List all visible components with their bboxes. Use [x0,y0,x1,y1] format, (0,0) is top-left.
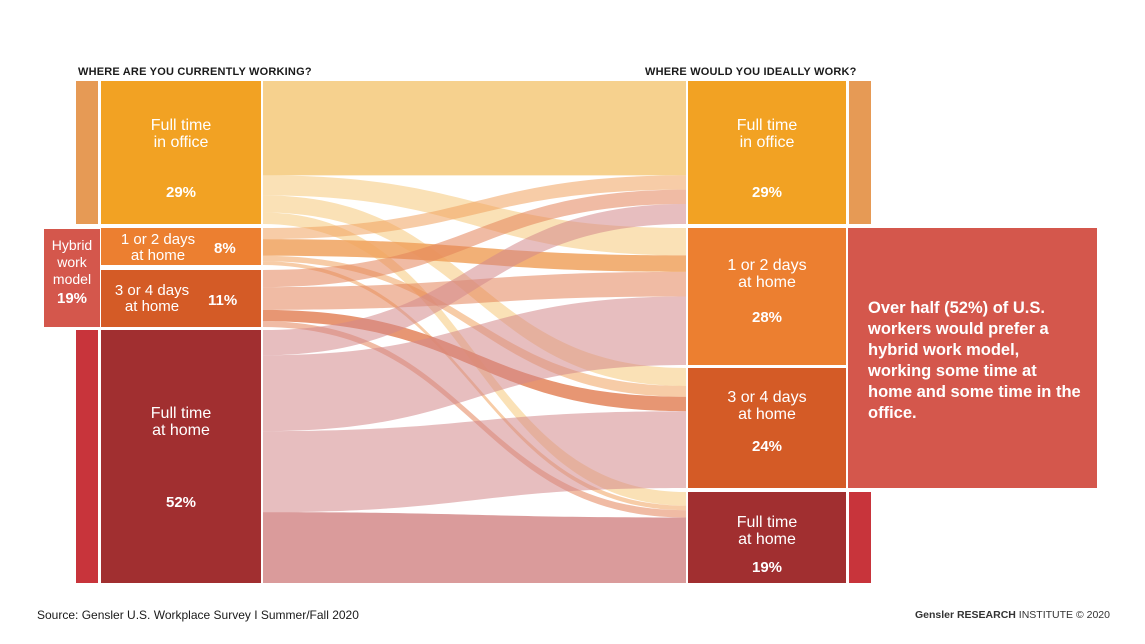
right-node-office-label: Full time in office [736,117,798,151]
flow-layer [263,81,686,583]
left-heading: WHERE ARE YOU CURRENTLY WORKING? [78,66,312,78]
left-node-home: Full time at home 52% [101,330,261,583]
right-node-home-label: Full time at home [736,514,798,548]
right-node-12days-value: 28% [751,309,783,326]
left-node-12days-value: 8% [214,240,236,257]
source-note: Source: Gensler U.S. Workplace Survey I … [37,608,359,622]
flow-1-1 [263,239,686,272]
hybrid-model-tag: Hybrid work model 19% [44,229,100,327]
left-side-bar-office [76,81,98,224]
left-node-bar-0 [101,81,261,224]
right-node-34days-label: 3 or 4 days at home [727,389,807,423]
brand-name: Gensler RESEARCH [914,609,1016,621]
right-heading: WHERE WOULD YOU IDEALLY WORK? [645,66,857,78]
flow-2-1 [263,271,686,310]
right-node-home: Full time at home 19% [688,492,846,583]
left-node-bar-1 [101,228,261,265]
right-node-34days: 3 or 4 days at home 24% [688,368,846,488]
brand-credit: Gensler RESEARCH INSTITUTE © 2020 [915,609,1110,621]
right-node-home-value: 19% [751,559,783,576]
left-node-34days-value: 11% [208,292,238,309]
brand-suffix: INSTITUTE © 2020 [1015,609,1110,621]
left-node-34days-label: 3 or 4 days at home [114,282,190,315]
right-side-bar-office [849,81,871,224]
hybrid-callout: Over half (52%) of U.S. workers would pr… [848,228,1097,488]
flow-3-3 [263,512,686,583]
left-node-office-label: Full time in office [150,117,212,151]
flow-3-2 [263,411,686,513]
left-node-bar-3 [101,330,261,583]
right-node-bar-1 [688,228,846,365]
left-node-office-value: 29% [165,184,197,201]
right-side-bar-home [849,492,871,583]
right-node-bar-0 [688,81,846,224]
flow-0-0 [263,81,686,176]
flow-2-3 [263,321,686,518]
left-node-home-label: Full time at home [150,405,212,439]
left-node-office: Full time in office 29% [101,81,261,224]
flow-1-0 [263,175,686,240]
right-node-34days-value: 24% [751,438,783,455]
left-node-bar-2 [101,270,261,327]
right-node-office-value: 29% [751,184,783,201]
left-side-bar-home [76,330,98,583]
flow-3-1 [263,296,686,432]
right-node-12days-label: 1 or 2 days at home [727,257,807,291]
right-node-office: Full time in office 29% [688,81,846,224]
callout-text: Over half (52%) of U.S. workers would pr… [868,299,1081,422]
hybrid-tag-label: Hybrid work model [51,237,93,287]
left-node-12days-label: 1 or 2 days at home [120,231,196,264]
right-node-12days: 1 or 2 days at home 28% [688,228,846,365]
right-node-bar-3 [688,492,846,583]
flow-3-0 [263,203,686,356]
hybrid-tag-value: 19% [56,290,88,307]
right-node-bar-2 [688,368,846,488]
flow-2-0 [263,189,686,288]
node-layer [76,81,871,583]
left-node-home-value: 52% [165,494,197,511]
